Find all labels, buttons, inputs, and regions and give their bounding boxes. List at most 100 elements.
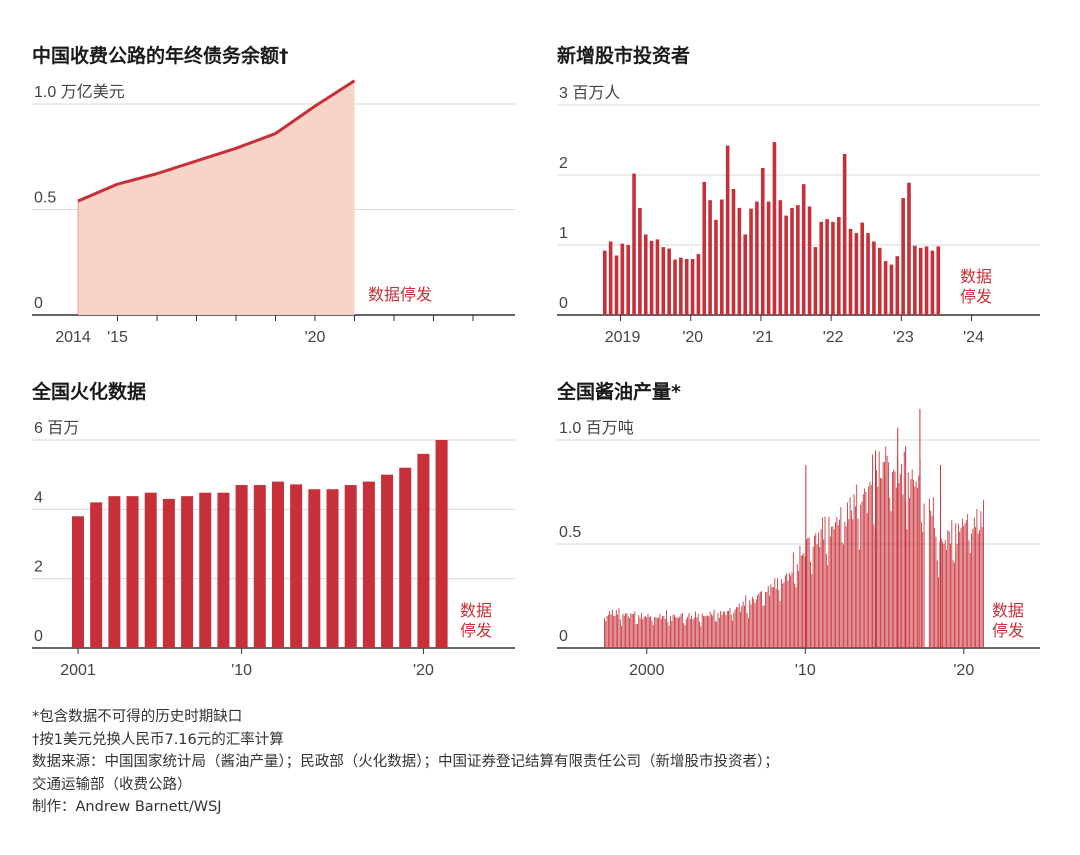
x-tick-label: '21 xyxy=(753,329,774,346)
soy-bar xyxy=(976,509,978,648)
soy-bar xyxy=(821,517,823,648)
soy-bar xyxy=(666,610,667,648)
investor-bar xyxy=(772,142,777,315)
soy-bar xyxy=(779,601,781,648)
x-tick-label: 2014 xyxy=(55,329,91,346)
soy-bar xyxy=(865,492,867,648)
cremation-bar xyxy=(181,496,194,648)
y-unit-label: 6 百万 xyxy=(34,420,79,437)
soy-bar xyxy=(667,622,669,648)
soy-bar xyxy=(777,578,778,648)
soy-bar xyxy=(650,616,652,648)
investor-bar xyxy=(837,217,841,315)
soy-bar xyxy=(831,526,833,648)
soy-bar xyxy=(923,503,925,648)
investor-bar xyxy=(696,254,701,315)
soy-bar xyxy=(832,526,834,648)
y-tick-label: 0 xyxy=(559,295,568,312)
soy-bar xyxy=(905,446,907,648)
soy-bar xyxy=(850,510,852,648)
cremation-bar xyxy=(235,485,248,648)
soy-bar xyxy=(796,564,798,648)
soy-bar xyxy=(858,549,860,648)
x-tick-label: '22 xyxy=(823,329,844,346)
investor-bar xyxy=(702,182,707,315)
soy-bar xyxy=(671,620,673,648)
soy-bar xyxy=(716,621,718,648)
soy-bar xyxy=(872,454,873,648)
soy-bar xyxy=(639,617,641,648)
investor-bar xyxy=(760,168,765,315)
soy-bar xyxy=(873,524,875,648)
soy-bar xyxy=(918,475,920,648)
x-tick-label: '10 xyxy=(231,662,252,679)
soy-bar xyxy=(910,479,912,648)
soy-chart: 0 0.5 1.0 百万吨 2000 '10 '20 数据停发 xyxy=(557,408,1040,679)
investor-bar xyxy=(743,234,747,315)
soy-bar xyxy=(934,528,936,648)
soy-bar xyxy=(840,507,842,648)
y-unit-label: 1.0 百万吨 xyxy=(559,419,634,437)
cremation-chart-title: 全国火化数据 xyxy=(32,381,147,403)
investor-bar xyxy=(632,173,636,315)
soy-bar xyxy=(648,617,650,648)
investor-bar xyxy=(749,208,753,315)
soy-bar xyxy=(870,484,872,648)
soy-bar xyxy=(757,595,759,648)
x-tick-label: '20 xyxy=(413,662,434,679)
soy-bar xyxy=(738,603,740,648)
soy-bar xyxy=(947,530,949,648)
footnote-gaps: *包含数据不可得的历史时期缺口 xyxy=(32,709,243,725)
investor-bar xyxy=(913,245,917,315)
soy-bar xyxy=(654,617,656,648)
soy-bar xyxy=(726,611,728,648)
soy-bar xyxy=(709,611,711,648)
soy-bar xyxy=(759,591,761,648)
soy-bar xyxy=(866,513,868,648)
investor-bar xyxy=(907,182,911,315)
soy-bar xyxy=(611,609,613,648)
soy-bar xyxy=(975,527,977,648)
soy-bar xyxy=(790,575,792,648)
footnote-credit: 制作：Andrew Barnett/WSJ xyxy=(32,799,222,815)
soy-bar xyxy=(680,613,682,648)
y-tick-label: 0 xyxy=(34,628,43,645)
investor-bar xyxy=(883,261,888,315)
soy-bar xyxy=(604,617,605,648)
soy-bar xyxy=(833,529,835,648)
soy-bar xyxy=(889,497,891,648)
investor-bar xyxy=(643,234,648,315)
x-tick-label: 2019 xyxy=(605,329,641,346)
soy-bar xyxy=(804,556,806,648)
data-stopped-label: 数据停发 xyxy=(368,285,432,304)
soy-bar xyxy=(614,615,616,648)
investor-bar xyxy=(854,233,859,315)
soy-bar xyxy=(795,587,797,648)
y-unit-label: 1.0 万亿美元 xyxy=(34,83,125,101)
investor-bar xyxy=(638,207,642,315)
soy-bar xyxy=(670,616,671,648)
soy-bar xyxy=(802,554,803,648)
soy-bar xyxy=(613,616,615,648)
soy-bar xyxy=(808,537,810,648)
y-tick-label: 1 xyxy=(559,225,568,242)
soy-bar xyxy=(788,573,790,648)
soy-bar xyxy=(963,525,965,648)
soy-bar xyxy=(676,617,678,648)
soy-bar xyxy=(964,523,966,648)
y-tick-label: 0 xyxy=(34,295,43,312)
soy-bar xyxy=(961,518,963,648)
soy-bar xyxy=(955,523,957,648)
investor-bar xyxy=(603,250,607,315)
cremation-bar xyxy=(344,485,357,648)
soy-bar xyxy=(868,486,870,648)
soy-bar xyxy=(619,619,621,648)
soy-bar xyxy=(869,481,871,648)
soy-bar xyxy=(886,455,888,648)
investor-bar xyxy=(684,259,689,315)
soy-bar xyxy=(652,625,654,648)
cremation-bar xyxy=(417,453,430,648)
soy-bar xyxy=(749,600,751,648)
soy-bar xyxy=(942,541,943,648)
x-tick-label: 2001 xyxy=(60,662,96,679)
